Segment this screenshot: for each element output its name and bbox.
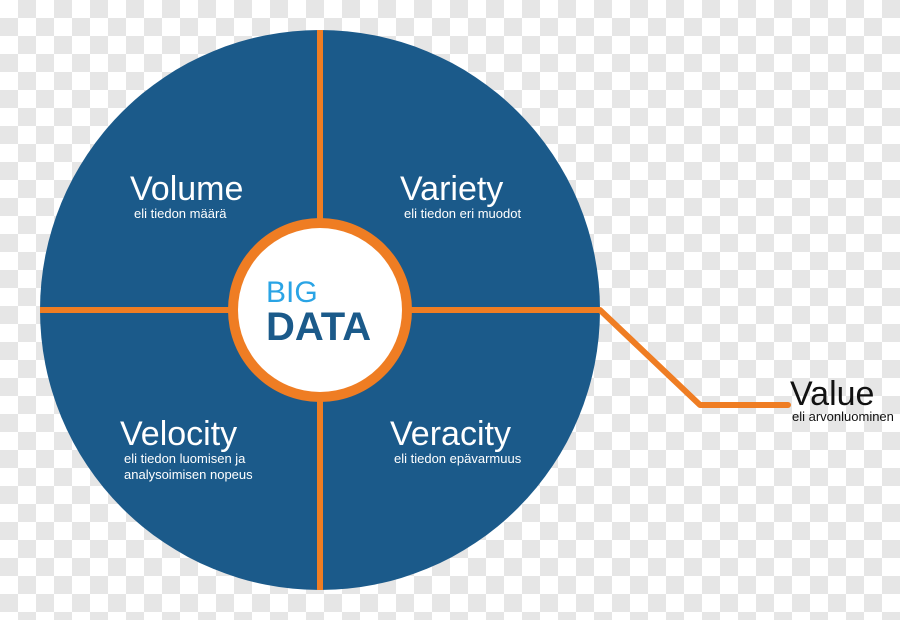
bl-sub: eli tiedon luomisen ja [124, 451, 246, 466]
br-sub: eli tiedon epävarmuus [394, 451, 522, 466]
br-title: Veracity [390, 415, 511, 453]
value-title: Value [790, 375, 874, 413]
tl-sub: eli tiedon määrä [134, 206, 227, 221]
bl-title: Velocity [120, 415, 237, 453]
big-data-diagram: BIGDATAVolumeeli tiedon määräVarietyeli … [0, 0, 900, 620]
bl-sub2: analysoimisen nopeus [124, 467, 253, 482]
diagram-svg: BIGDATAVolumeeli tiedon määräVarietyeli … [0, 0, 900, 620]
tr-sub: eli tiedon eri muodot [404, 206, 521, 221]
value-sub: eli arvonluominen [792, 409, 894, 424]
hub-line2: DATA [266, 305, 371, 349]
value-callout-line [600, 310, 788, 405]
tl-title: Volume [130, 170, 243, 208]
tr-title: Variety [400, 170, 503, 208]
